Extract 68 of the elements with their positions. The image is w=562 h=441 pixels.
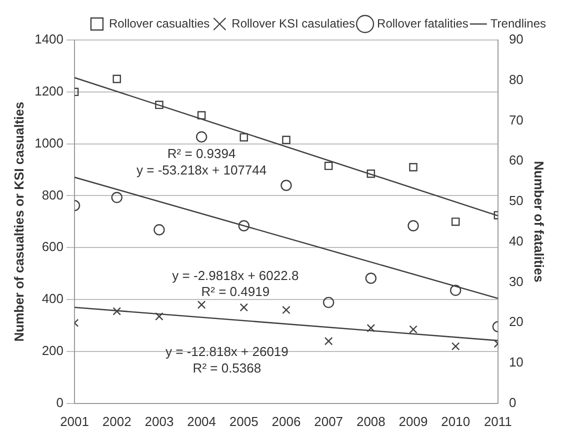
x-tick-label: 2002 [102, 414, 132, 429]
point [155, 100, 164, 110]
point [155, 312, 164, 321]
y-tick-label: 400 [42, 291, 64, 306]
x-tick-label: 2010 [441, 414, 470, 429]
annotation: R² = 0.9394 [167, 146, 236, 162]
point [238, 220, 250, 232]
y2-tick-label: 50 [508, 193, 524, 208]
point [408, 220, 419, 232]
point [154, 224, 165, 236]
y2-axis-title: Number of fatalities [532, 161, 547, 282]
y2-tick-label: 10 [508, 354, 524, 370]
point [451, 342, 460, 350]
point [324, 162, 333, 170]
y-tick-label: 1000 [34, 135, 64, 150]
y2-tick-label: 70 [508, 112, 524, 128]
point [282, 136, 290, 144]
point [409, 163, 418, 172]
point [197, 300, 206, 309]
annotation: y = -2.9818x + 6022.8 [172, 268, 299, 283]
point [366, 324, 376, 332]
legend-label: Rollover KSI casulaties [232, 16, 356, 30]
x-tick-label: 2007 [314, 414, 344, 429]
y2-tick-label: 90 [508, 32, 524, 47]
point [112, 74, 121, 84]
point [240, 133, 248, 142]
y-tick-label: 0 [56, 394, 64, 410]
y-tick-label: 1200 [34, 83, 64, 98]
point [280, 180, 292, 191]
point [322, 296, 334, 308]
y2-tick-label: 0 [508, 394, 516, 410]
point [111, 192, 122, 204]
annotation: y = -53.218x + 107744 [136, 162, 267, 178]
legend-label: Trendlines [490, 16, 546, 30]
legend-label: Rollover fatalities [377, 16, 468, 30]
point [112, 307, 121, 316]
point [365, 272, 377, 284]
point [282, 306, 290, 314]
point [450, 284, 462, 296]
point [366, 170, 376, 178]
y-tick-label: 1400 [34, 32, 64, 47]
annotation: R² = 0.5368 [192, 360, 262, 376]
y-tick-label: 200 [42, 343, 64, 358]
y2-tick-label: 20 [508, 314, 524, 330]
x-tick-label: 2008 [356, 414, 386, 429]
x-tick-label: 2004 [187, 414, 216, 429]
point [451, 218, 460, 226]
y2-tick-label: 40 [508, 233, 524, 248]
point [196, 131, 208, 143]
y2-tick-label: 60 [508, 152, 524, 168]
x-tick-label: 2006 [272, 414, 301, 429]
annotation: R² = 0.4919 [201, 284, 270, 300]
y2-tick-label: 30 [508, 274, 524, 289]
y-axis-title: Number of casualties or KSI casualties [11, 102, 26, 342]
point [197, 111, 206, 120]
x-tick-label: 2009 [398, 414, 428, 429]
y-tick-label: 800 [42, 187, 64, 202]
x-tick-label: 2003 [144, 414, 174, 429]
legend-label: Rollover casualties [108, 16, 210, 30]
annotation: y = -12.818x + 26019 [166, 344, 288, 360]
x-tick-label: 2005 [229, 414, 258, 429]
point [240, 303, 248, 312]
y-tick-label: 600 [42, 239, 64, 254]
x-tick-label: 2011 [484, 414, 512, 429]
point [324, 336, 333, 346]
point [409, 325, 418, 334]
x-tick-label: 2001 [60, 414, 89, 429]
y2-tick-label: 80 [508, 72, 524, 87]
